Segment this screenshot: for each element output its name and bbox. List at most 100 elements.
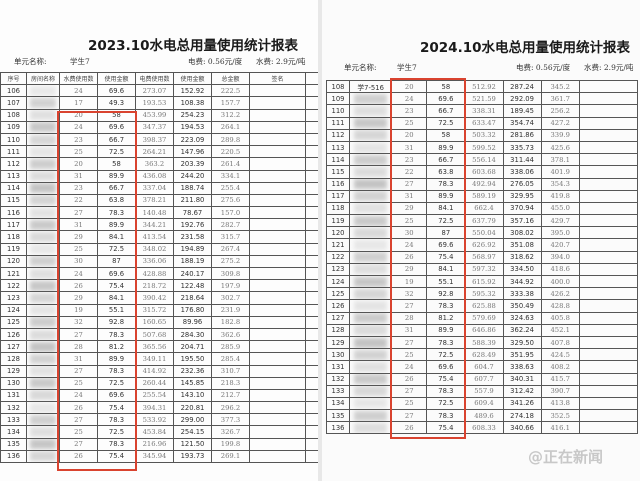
row-number: 122 <box>0 279 27 293</box>
room-name <box>349 165 393 179</box>
redacted-name <box>30 97 56 108</box>
column-header: 总金额 <box>211 71 250 86</box>
table-row: 135 27 78.3 216.96 121.50 199.8 <box>0 437 319 451</box>
electric-amount: 292.09 <box>502 92 542 106</box>
signature-cell <box>249 96 306 110</box>
redacted-name <box>354 215 388 226</box>
signature-cell <box>578 384 639 398</box>
redacted-name <box>354 300 388 311</box>
row-number: 110 <box>325 104 351 118</box>
total-amount: 452.1 <box>540 323 580 337</box>
signature-cell <box>249 449 306 464</box>
redacted-name <box>30 110 56 121</box>
table-row: 111 25 72.5 633.47 354.74 427.2 <box>325 116 639 130</box>
row-number: 132 <box>0 401 27 415</box>
signature-cell <box>249 352 306 366</box>
total-amount: 282.7 <box>211 218 250 232</box>
total-amount: 420.7 <box>540 238 580 252</box>
room-name <box>349 396 393 411</box>
water-amount: 69.6 <box>97 266 136 281</box>
redacted-name <box>30 329 56 340</box>
water-usage: 23 <box>391 104 428 118</box>
unit-value: 学生7 <box>397 63 417 72</box>
blank-cell <box>305 230 319 244</box>
signature-cell <box>578 104 639 118</box>
water-usage: 26 <box>59 401 98 415</box>
total-amount: 261.4 <box>211 157 250 171</box>
signature-cell <box>578 153 639 167</box>
signature-cell <box>578 250 639 264</box>
water-rate: 水费: 2.9元/吨 <box>584 63 634 72</box>
electric-amount: 299.00 <box>173 413 212 427</box>
room-name <box>26 242 60 256</box>
electric-usage: 315.72 <box>135 303 174 317</box>
redacted-name <box>354 240 388 251</box>
electric-usage: 609.4 <box>464 396 504 411</box>
redacted-name <box>30 244 56 255</box>
row-number: 128 <box>0 352 27 366</box>
table-row: 129 27 78.3 588.39 329.50 407.8 <box>325 335 639 350</box>
water-amount: 75.4 <box>97 401 136 415</box>
water-usage: 32 <box>59 315 98 329</box>
signature-cell <box>249 193 306 208</box>
table-row: 134 25 72.5 453.84 254.15 326.7 <box>0 425 319 439</box>
total-amount: 354.3 <box>540 177 580 191</box>
table-row: 130 25 72.5 628.49 351.95 424.5 <box>325 348 639 362</box>
total-amount: 264.1 <box>211 120 250 134</box>
electric-amount: 152.92 <box>173 84 212 98</box>
redacted-name <box>30 390 56 401</box>
water-amount: 72.5 <box>97 145 136 159</box>
room-name <box>349 335 393 350</box>
electric-amount: 89.96 <box>173 315 212 329</box>
table-row: 112 20 58 363.2 203.39 261.4 <box>0 157 319 171</box>
electric-amount: 194.89 <box>173 242 212 256</box>
electric-amount: 223.09 <box>173 132 212 147</box>
room-name <box>26 145 60 159</box>
signature-cell <box>249 303 306 317</box>
redacted-name <box>354 227 388 238</box>
total-amount: 401.9 <box>540 165 580 179</box>
row-number: 133 <box>325 384 351 398</box>
signature-cell <box>578 421 639 435</box>
row-number: 116 <box>0 206 27 220</box>
room-name <box>349 153 393 167</box>
table-row: 110 23 66.7 338.31 189.45 256.2 <box>325 104 639 118</box>
electric-amount: 78.67 <box>173 206 212 220</box>
electric-usage: 550.04 <box>464 226 504 240</box>
table-row: 135 27 78.3 489.6 274.18 352.5 <box>325 409 639 423</box>
blank-cell <box>305 388 319 403</box>
signature-cell <box>249 254 306 269</box>
room-name <box>349 421 393 435</box>
electric-amount: 281.86 <box>502 128 542 142</box>
water-usage: 24 <box>59 120 98 134</box>
total-amount: 345.2 <box>540 79 580 94</box>
column-header: 水费使用数 <box>59 71 98 86</box>
blank-cell <box>305 425 319 439</box>
signature-cell <box>249 401 306 415</box>
table-row: 124 19 55.1 615.92 344.92 400.0 <box>325 274 639 289</box>
usage-table: 108 学7-516 20 58 512.92 287.24 345.2 109 24 69.6 5… <box>325 79 639 435</box>
total-amount: 455.0 <box>540 201 580 216</box>
room-name <box>349 262 393 277</box>
signature-cell <box>578 116 639 130</box>
water-usage: 24 <box>391 92 428 106</box>
electric-usage: 218.72 <box>135 279 174 293</box>
electric-amount: 351.95 <box>502 348 542 362</box>
table-row: 134 25 72.5 609.4 341.26 413.8 <box>325 396 639 411</box>
water-usage: 17 <box>59 96 98 110</box>
water-usage: 27 <box>391 335 428 350</box>
electric-usage: 607.7 <box>464 372 504 386</box>
electric-amount: 254.23 <box>173 108 212 122</box>
water-amount: 72.5 <box>97 242 136 256</box>
electric-usage: 255.54 <box>135 388 174 403</box>
total-amount: 222.5 <box>211 84 250 98</box>
electric-usage: 264.21 <box>135 145 174 159</box>
room-name <box>349 323 393 337</box>
blank-cell <box>305 279 319 293</box>
electric-usage: 260.44 <box>135 376 174 390</box>
row-number: 127 <box>325 311 351 325</box>
electric-amount: 147.96 <box>173 145 212 159</box>
total-amount: 419.8 <box>540 189 580 203</box>
water-usage: 25 <box>391 116 428 130</box>
signature-cell <box>249 84 306 98</box>
